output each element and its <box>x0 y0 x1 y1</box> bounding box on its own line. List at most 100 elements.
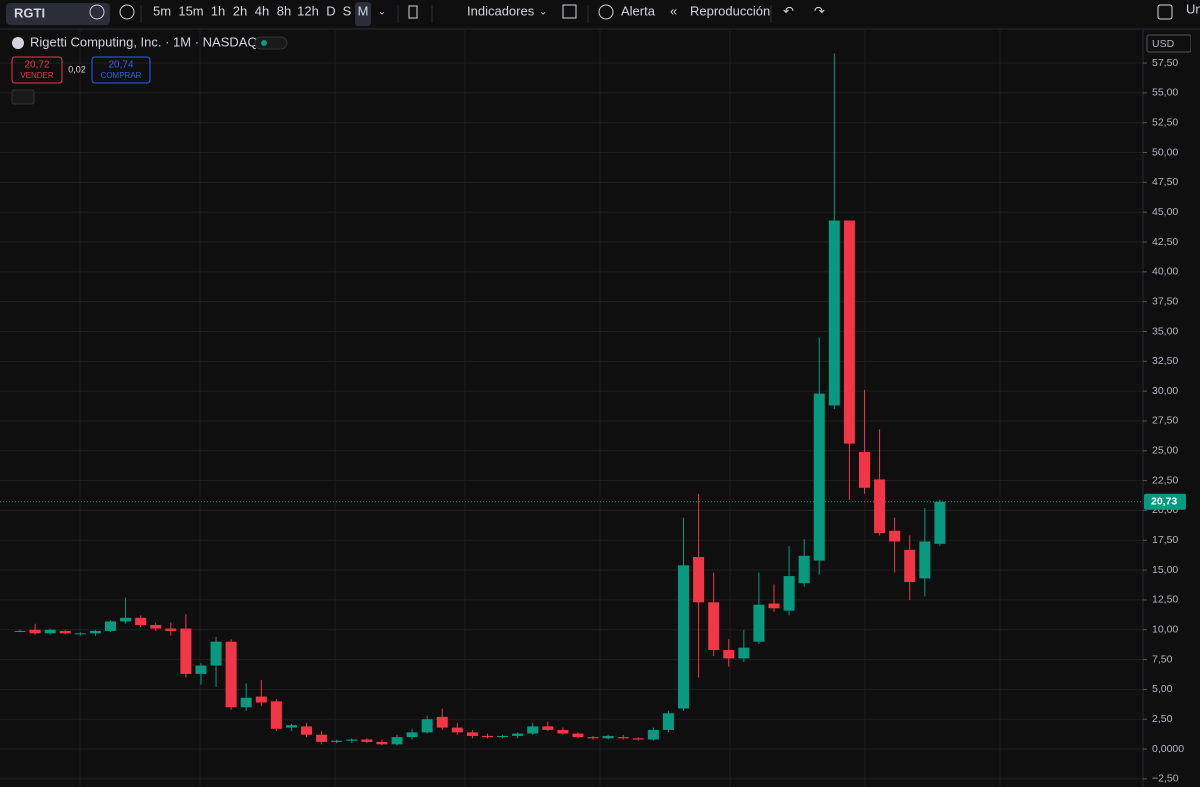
templates-icon[interactable] <box>562 4 577 19</box>
sell-label[interactable]: VENDER <box>20 71 54 80</box>
collapse[interactable] <box>11 89 35 105</box>
alert[interactable]: Alerta <box>621 3 656 18</box>
candle-body <box>436 716 448 728</box>
y-tick-label: 40,00 <box>1152 266 1178 278</box>
interval[interactable]: 5m <box>153 3 171 18</box>
y-tick-label: 30,00 <box>1152 385 1178 397</box>
candle-body <box>768 603 780 609</box>
add-icon[interactable] <box>119 4 135 20</box>
alert-icon[interactable] <box>598 4 614 20</box>
candle-body <box>662 713 674 730</box>
y-tick-label: −2,50 <box>1152 773 1179 785</box>
buy-box[interactable] <box>91 56 151 84</box>
candle-body <box>120 617 132 622</box>
interval[interactable]: 12h <box>297 3 319 18</box>
interval[interactable]: 1h <box>211 3 225 18</box>
candle-body <box>346 739 358 741</box>
chart-type-icon[interactable] <box>408 5 418 19</box>
candle-body <box>753 604 765 642</box>
interval[interactable]: 8h <box>277 3 291 18</box>
candle-body <box>632 738 644 740</box>
candle-body <box>693 556 705 603</box>
candle-body <box>889 530 901 542</box>
currency[interactable]: USD <box>1152 38 1175 50</box>
candle-body <box>934 501 946 544</box>
redo[interactable]: ↷ <box>814 3 825 18</box>
replay[interactable]: Reproducción <box>690 3 770 18</box>
y-tick-label: 5,00 <box>1152 683 1173 695</box>
candle-body <box>331 740 343 742</box>
y-tick-label: 45,00 <box>1152 206 1178 218</box>
replay-icon[interactable]: « <box>670 3 677 18</box>
sell-price[interactable]: 20,72 <box>24 60 49 71</box>
candle-body <box>858 451 870 488</box>
candle-body <box>602 735 614 739</box>
symbol-box[interactable] <box>6 3 110 25</box>
spread: 0,02 <box>68 64 86 74</box>
interval[interactable]: 4h <box>255 3 269 18</box>
candle-body <box>451 727 463 733</box>
grid <box>0 30 1143 787</box>
candle-body <box>617 737 629 739</box>
last-price-label: 20,73 <box>1151 496 1177 508</box>
candle-body <box>376 741 388 745</box>
side-strip <box>1191 30 1200 787</box>
candle-body <box>813 393 825 561</box>
icon[interactable] <box>89 4 105 20</box>
y-tick-label: 17,50 <box>1152 534 1178 546</box>
buy-price[interactable]: 20,74 <box>108 60 133 71</box>
interval[interactable]: S <box>343 3 352 18</box>
undo[interactable]: ↶ <box>783 3 794 18</box>
candle-body <box>557 729 569 734</box>
candle-body <box>647 729 659 740</box>
status-dot <box>261 40 267 46</box>
candle-body <box>497 735 509 738</box>
candle-body <box>798 555 810 584</box>
candle-body <box>255 696 267 703</box>
candle-body <box>89 630 101 634</box>
dropdown[interactable]: ⌄ <box>539 7 547 18</box>
status <box>254 36 288 50</box>
candle-body <box>527 726 539 734</box>
y-tick-label: 15,00 <box>1152 564 1178 576</box>
y-tick-label: 12,50 <box>1152 594 1178 606</box>
dropdown: ⌄ <box>378 7 386 18</box>
candle-body <box>904 549 916 583</box>
y-tick-label: 7,50 <box>1152 653 1173 665</box>
candle-body <box>512 733 524 736</box>
candle-body <box>919 541 931 579</box>
indicators[interactable]: Indicadores <box>467 3 535 18</box>
interval[interactable]: M <box>358 3 369 18</box>
candle-body <box>783 576 795 611</box>
y-tick-label: 50,00 <box>1152 146 1178 158</box>
y-tick-label: 10,00 <box>1152 624 1178 636</box>
interval[interactable]: 15m <box>178 3 203 18</box>
y-tick-label: 2,50 <box>1152 713 1173 725</box>
candle-body <box>210 641 222 666</box>
buy-label[interactable]: COMPRAR <box>101 71 142 80</box>
y-tick-label: 52,50 <box>1152 116 1178 128</box>
layout-icon[interactable] <box>1157 4 1173 20</box>
candle-body <box>180 628 192 674</box>
y-tick-label: 0,0000 <box>1152 743 1184 755</box>
sell-box[interactable] <box>11 56 63 84</box>
candle-body <box>74 633 86 635</box>
last-price-box <box>1144 493 1186 510</box>
symbol[interactable]: RGTI <box>14 5 45 20</box>
candle-body <box>104 621 116 631</box>
candle-body <box>135 617 147 625</box>
candle-body <box>708 602 720 651</box>
candle-body <box>59 630 71 634</box>
y-tick-label: 27,50 <box>1152 415 1178 427</box>
candle-body <box>843 220 855 444</box>
candle-body <box>723 650 735 659</box>
interval[interactable]: 2h <box>233 3 247 18</box>
candle-body <box>44 629 56 634</box>
interval[interactable]: D <box>326 3 335 18</box>
y-tick-label: 42,50 <box>1152 236 1178 248</box>
right-cut: Un <box>1186 1 1200 16</box>
toolbar <box>0 0 1200 28</box>
candle-body <box>270 701 282 729</box>
candle-body <box>316 734 328 742</box>
y-tick-label: 57,50 <box>1152 57 1178 69</box>
